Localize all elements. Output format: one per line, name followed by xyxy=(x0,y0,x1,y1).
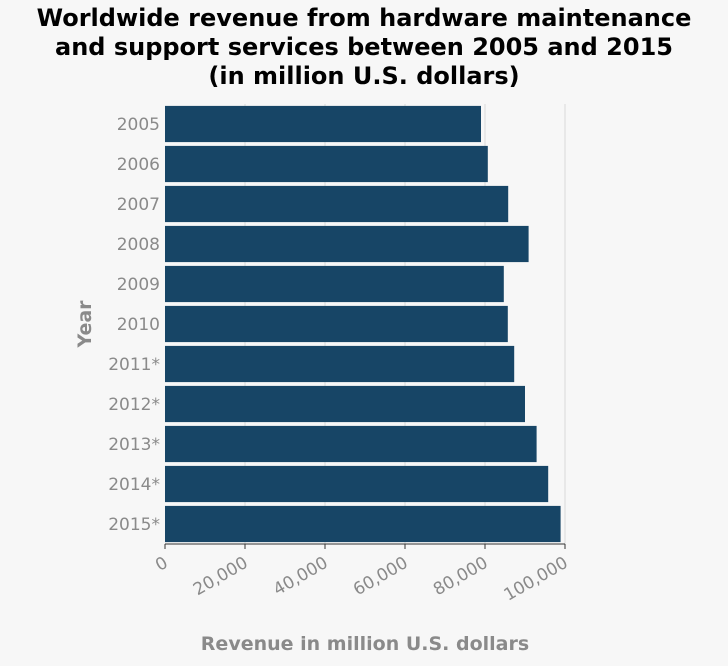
bar-2014-est xyxy=(165,465,549,503)
x-tick-label: 20,000 xyxy=(190,553,252,600)
x-tick-label: 80,000 xyxy=(430,553,492,600)
x-tick-label: 100,000 xyxy=(501,553,572,605)
x-tick-label: 40,000 xyxy=(270,553,332,600)
bar-2010 xyxy=(165,305,508,343)
y-tick-label: 2012* xyxy=(108,395,160,415)
bar-2015-est xyxy=(165,505,561,543)
bar-2005 xyxy=(165,105,481,143)
y-axis-title: Year xyxy=(74,300,96,349)
bar-2009 xyxy=(165,265,504,303)
y-tick-label: 2006 xyxy=(117,155,160,175)
x-tick-label: 60,000 xyxy=(350,553,412,600)
bars xyxy=(165,105,561,543)
x-tick-labels: 0 20,000 40,000 60,000 80,000 100,000 xyxy=(152,544,572,605)
y-tick-label: 2008 xyxy=(117,235,160,255)
y-tick-label: 2007 xyxy=(117,195,160,215)
chart-title: Worldwide revenue from hardware maintena… xyxy=(0,4,728,91)
y-tick-label: 2005 xyxy=(117,115,160,135)
bar-2008 xyxy=(165,225,529,263)
bar-2012-est xyxy=(165,385,525,423)
y-tick-label: 2009 xyxy=(117,275,160,295)
y-tick-labels: 2005 2006 2007 2008 2009 2010 2011* 2012* 2013* 2… xyxy=(108,115,160,535)
chart-title-line-2: and support services between 2005 and 20… xyxy=(55,33,673,61)
bar-2006 xyxy=(165,145,488,183)
bar-2007 xyxy=(165,185,509,223)
y-tick-label: 2014* xyxy=(108,475,160,495)
y-tick-label: 2013* xyxy=(108,435,160,455)
x-axis-title: Revenue in million U.S. dollars xyxy=(201,633,529,655)
y-tick-label: 2010 xyxy=(117,315,160,335)
x-tick-label: 0 xyxy=(152,553,171,576)
bar-2013-est xyxy=(165,425,537,463)
chart-title-line-1: Worldwide revenue from hardware maintena… xyxy=(36,4,692,32)
chart-title-line-3: (in million U.S. dollars) xyxy=(208,62,520,90)
y-tick-label: 2011* xyxy=(108,355,160,375)
bar-2011-est xyxy=(165,345,515,383)
y-tick-label: 2015* xyxy=(108,515,160,535)
